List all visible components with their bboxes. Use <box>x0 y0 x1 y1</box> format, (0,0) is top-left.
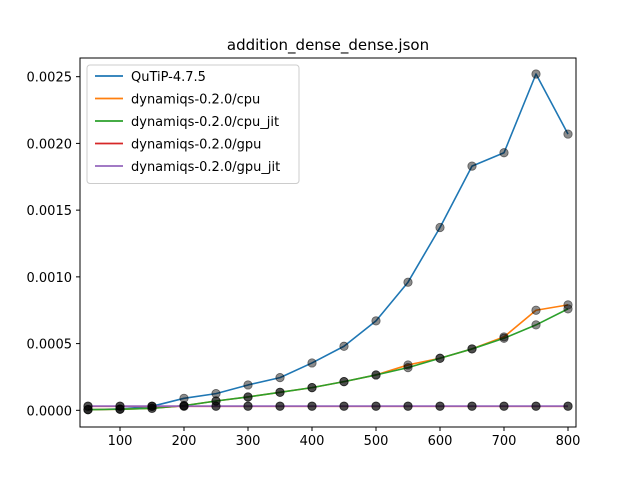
marker-dynamiqs-0-2-0-cpu-jit-300 <box>243 392 253 402</box>
marker-dynamiqs-0-2-0-gpu-jit-100 <box>115 401 125 411</box>
marker-qutip-4-7-5-700 <box>499 148 509 158</box>
legend: QuTiP-4.7.5 dynamiqs-0.2.0/cpu dynamiqs-0.… <box>86 64 300 184</box>
data-layer <box>83 69 573 415</box>
marker-dynamiqs-0-2-0-gpu-jit-500 <box>371 401 381 411</box>
marker-qutip-4-7-5-600 <box>435 222 445 233</box>
marker-dynamiqs-0-2-0-cpu-jit-550 <box>403 363 413 373</box>
x-tick-label-400: 400 <box>300 434 325 449</box>
y-tick-label-0.0000: 0.0000 <box>27 404 73 419</box>
legend-box <box>86 64 300 184</box>
marker-dynamiqs-0-2-0-cpu-jit-450 <box>339 377 349 387</box>
marker-dynamiqs-0-2-0-gpu-jit-350 <box>275 401 285 411</box>
y-tick-label-0.0015: 0.0015 <box>27 204 73 219</box>
marker-qutip-4-7-5-550 <box>403 277 413 287</box>
marker-qutip-4-7-5-400 <box>307 358 317 368</box>
marker-dynamiqs-0-2-0-cpu-jit-600 <box>435 353 445 363</box>
y-tick-label-0.0025: 0.0025 <box>27 71 73 86</box>
marker-dynamiqs-0-2-0-gpu-jit-550 <box>403 401 413 411</box>
marker-dynamiqs-0-2-0-gpu-jit-800 <box>563 401 573 411</box>
x-tick-label-700: 700 <box>492 434 517 449</box>
marker-dynamiqs-0-2-0-gpu-jit-50 <box>83 401 93 411</box>
legend-label-dynamiqs-0-2-0-gpu-jit: dynamiqs-0.2.0/gpu_jit <box>131 160 280 175</box>
chart-title: addition_dense_dense.json <box>227 36 429 55</box>
marker-dynamiqs-0-2-0-gpu-jit-200 <box>179 401 189 411</box>
marker-qutip-4-7-5-250 <box>211 389 221 399</box>
marker-dynamiqs-0-2-0-cpu-jit-350 <box>275 387 285 397</box>
marker-dynamiqs-0-2-0-gpu-jit-150 <box>147 401 157 411</box>
marker-dynamiqs-0-2-0-cpu-jit-50 <box>83 405 93 415</box>
marker-qutip-4-7-5-750 <box>531 69 541 79</box>
marker-qutip-4-7-5-300 <box>243 380 253 390</box>
marker-dynamiqs-0-2-0-gpu-jit-750 <box>531 401 541 411</box>
series-line-qutip-4-7-5 <box>87 73 569 411</box>
marker-qutip-4-7-5-800 <box>563 129 573 139</box>
x-tick-label-200: 200 <box>172 434 197 449</box>
marker-dynamiqs-0-2-0-cpu-750 <box>531 305 541 315</box>
x-tick-label-100: 100 <box>108 434 133 449</box>
marker-dynamiqs-0-2-0-cpu-jit-750 <box>531 320 541 330</box>
plot-area: 100 200 300 400 500 600 700 800 0.0000 0.0005 0.00… <box>27 57 581 449</box>
marker-qutip-4-7-5-350 <box>275 373 285 383</box>
marker-dynamiqs-0-2-0-cpu-jit-500 <box>371 370 381 380</box>
marker-dynamiqs-0-2-0-gpu-jit-600 <box>435 401 445 411</box>
marker-dynamiqs-0-2-0-cpu-jit-250 <box>211 396 221 406</box>
marker-dynamiqs-0-2-0-cpu-jit-100 <box>115 404 125 414</box>
x-tick-label-500: 500 <box>364 434 389 449</box>
marker-dynamiqs-0-2-0-cpu-jit-400 <box>307 383 317 393</box>
x-tick-label-800: 800 <box>556 434 581 449</box>
marker-dynamiqs-0-2-0-gpu-jit-650 <box>467 401 477 411</box>
y-tick-label-0.0020: 0.0020 <box>27 137 73 152</box>
marker-dynamiqs-0-2-0-gpu-jit-300 <box>243 401 253 411</box>
legend-label-dynamiqs-0-2-0-gpu: dynamiqs-0.2.0/gpu <box>131 138 261 153</box>
marker-dynamiqs-0-2-0-cpu-jit-650 <box>467 344 477 354</box>
marker-qutip-4-7-5-650 <box>467 161 477 171</box>
marker-dynamiqs-0-2-0-cpu-jit-800 <box>563 304 573 314</box>
legend-label-dynamiqs-0-2-0-cpu: dynamiqs-0.2.0/cpu <box>131 93 260 108</box>
axes-frame <box>79 57 577 428</box>
marker-dynamiqs-0-2-0-cpu-jit-700 <box>499 333 509 343</box>
marker-dynamiqs-0-2-0-gpu-jit-450 <box>339 401 349 411</box>
marker-dynamiqs-0-2-0-gpu-jit-400 <box>307 401 317 411</box>
marker-dynamiqs-0-2-0-cpu-550 <box>403 360 413 370</box>
legend-label-qutip-4-7-5: QuTiP-4.7.5 <box>131 70 206 85</box>
y-tick-label-0.0010: 0.0010 <box>27 271 73 286</box>
marker-qutip-4-7-5-500 <box>371 316 381 326</box>
marker-dynamiqs-0-2-0-gpu-jit-700 <box>499 401 509 411</box>
legend-label-dynamiqs-0-2-0-cpu-jit: dynamiqs-0.2.0/cpu_jit <box>131 115 279 130</box>
marker-dynamiqs-0-2-0-cpu-jit-150 <box>147 403 157 413</box>
marker-qutip-4-7-5-450 <box>339 341 349 351</box>
x-tick-label-300: 300 <box>236 434 261 449</box>
y-tick-label-0.0005: 0.0005 <box>27 338 73 353</box>
x-tick-label-600: 600 <box>428 434 453 449</box>
marker-dynamiqs-0-2-0-gpu-jit-250 <box>211 401 221 411</box>
